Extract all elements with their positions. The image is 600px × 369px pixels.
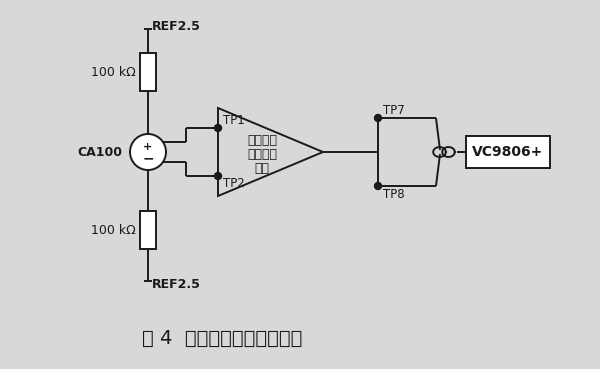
Text: 直流通道: 直流通道: [247, 134, 277, 146]
Bar: [140, 53, 156, 91]
Circle shape: [215, 124, 221, 131]
Circle shape: [215, 172, 221, 179]
Text: −: −: [142, 151, 154, 165]
Circle shape: [374, 183, 382, 190]
Text: VC9806+: VC9806+: [472, 145, 544, 159]
Text: TP1: TP1: [223, 114, 245, 127]
Text: 电路: 电路: [254, 162, 269, 175]
Text: TP8: TP8: [383, 188, 404, 201]
Bar: [140, 211, 156, 249]
Text: REF2.5: REF2.5: [152, 20, 201, 32]
Text: 差分放大: 差分放大: [247, 148, 277, 161]
Text: TP2: TP2: [223, 177, 245, 190]
Text: 100 kΩ: 100 kΩ: [91, 66, 136, 79]
Text: CA100: CA100: [77, 145, 122, 159]
Text: +: +: [143, 142, 152, 152]
Text: 100 kΩ: 100 kΩ: [91, 224, 136, 237]
Circle shape: [130, 134, 166, 170]
Circle shape: [374, 114, 382, 121]
Text: 图 4  直流信号放大测试框图: 图 4 直流信号放大测试框图: [142, 328, 302, 348]
Text: REF2.5: REF2.5: [152, 277, 201, 290]
Text: TP7: TP7: [383, 104, 405, 117]
Bar: [466, 136, 550, 168]
